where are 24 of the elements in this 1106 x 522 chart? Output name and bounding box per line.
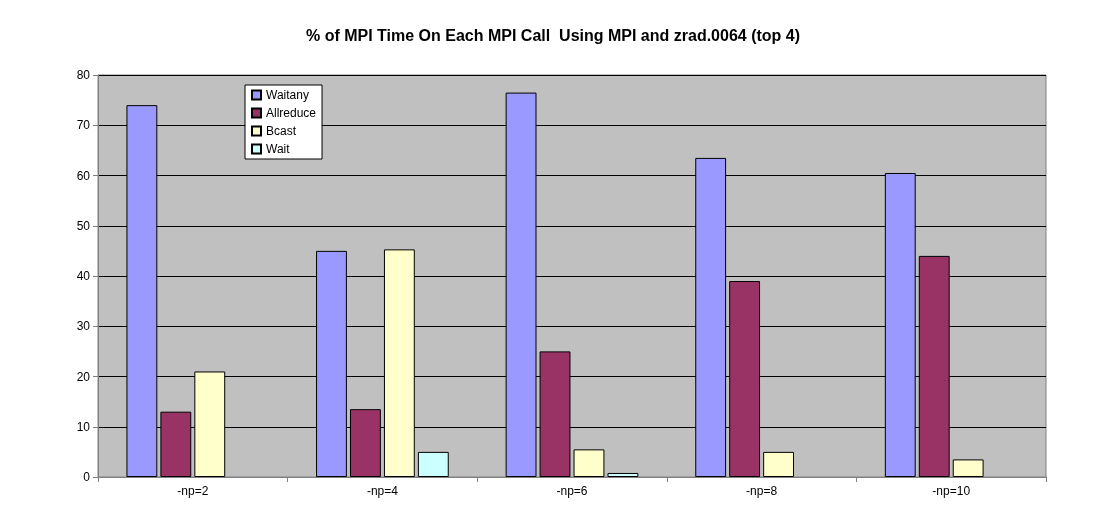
chart-title: % of MPI Time On Each MPI Call Using MPI and zrad.0064 (top 4) xyxy=(305,26,801,44)
bar xyxy=(417,451,449,477)
y-tick-label: 30 xyxy=(76,319,91,334)
y-tick-label: 50 xyxy=(76,218,91,233)
x-tick-label: -np=6 xyxy=(556,484,588,498)
legend-label: Wait xyxy=(266,142,291,156)
bar xyxy=(573,449,605,477)
y-tick-label: 10 xyxy=(76,419,91,434)
y-tick-label: 40 xyxy=(76,269,91,283)
y-tick-label: 70 xyxy=(76,118,91,133)
legend-label: Allreduce xyxy=(266,106,317,120)
bar xyxy=(952,459,984,477)
legend-label: Waitany xyxy=(266,88,309,102)
y-tick-label: 0 xyxy=(83,470,91,484)
y-tick-label: 80 xyxy=(76,68,91,82)
legend-label: Bcast xyxy=(266,124,297,138)
bar xyxy=(607,472,639,477)
x-tick-label: -np=4 xyxy=(366,484,399,498)
y-tick-label: 60 xyxy=(76,168,91,183)
x-tick-label: -np=10 xyxy=(932,484,971,498)
bar xyxy=(763,451,795,477)
y-tick-label: 20 xyxy=(76,369,91,384)
x-tick-label: -np=2 xyxy=(177,484,209,498)
x-tick-label: -np=8 xyxy=(746,484,778,498)
